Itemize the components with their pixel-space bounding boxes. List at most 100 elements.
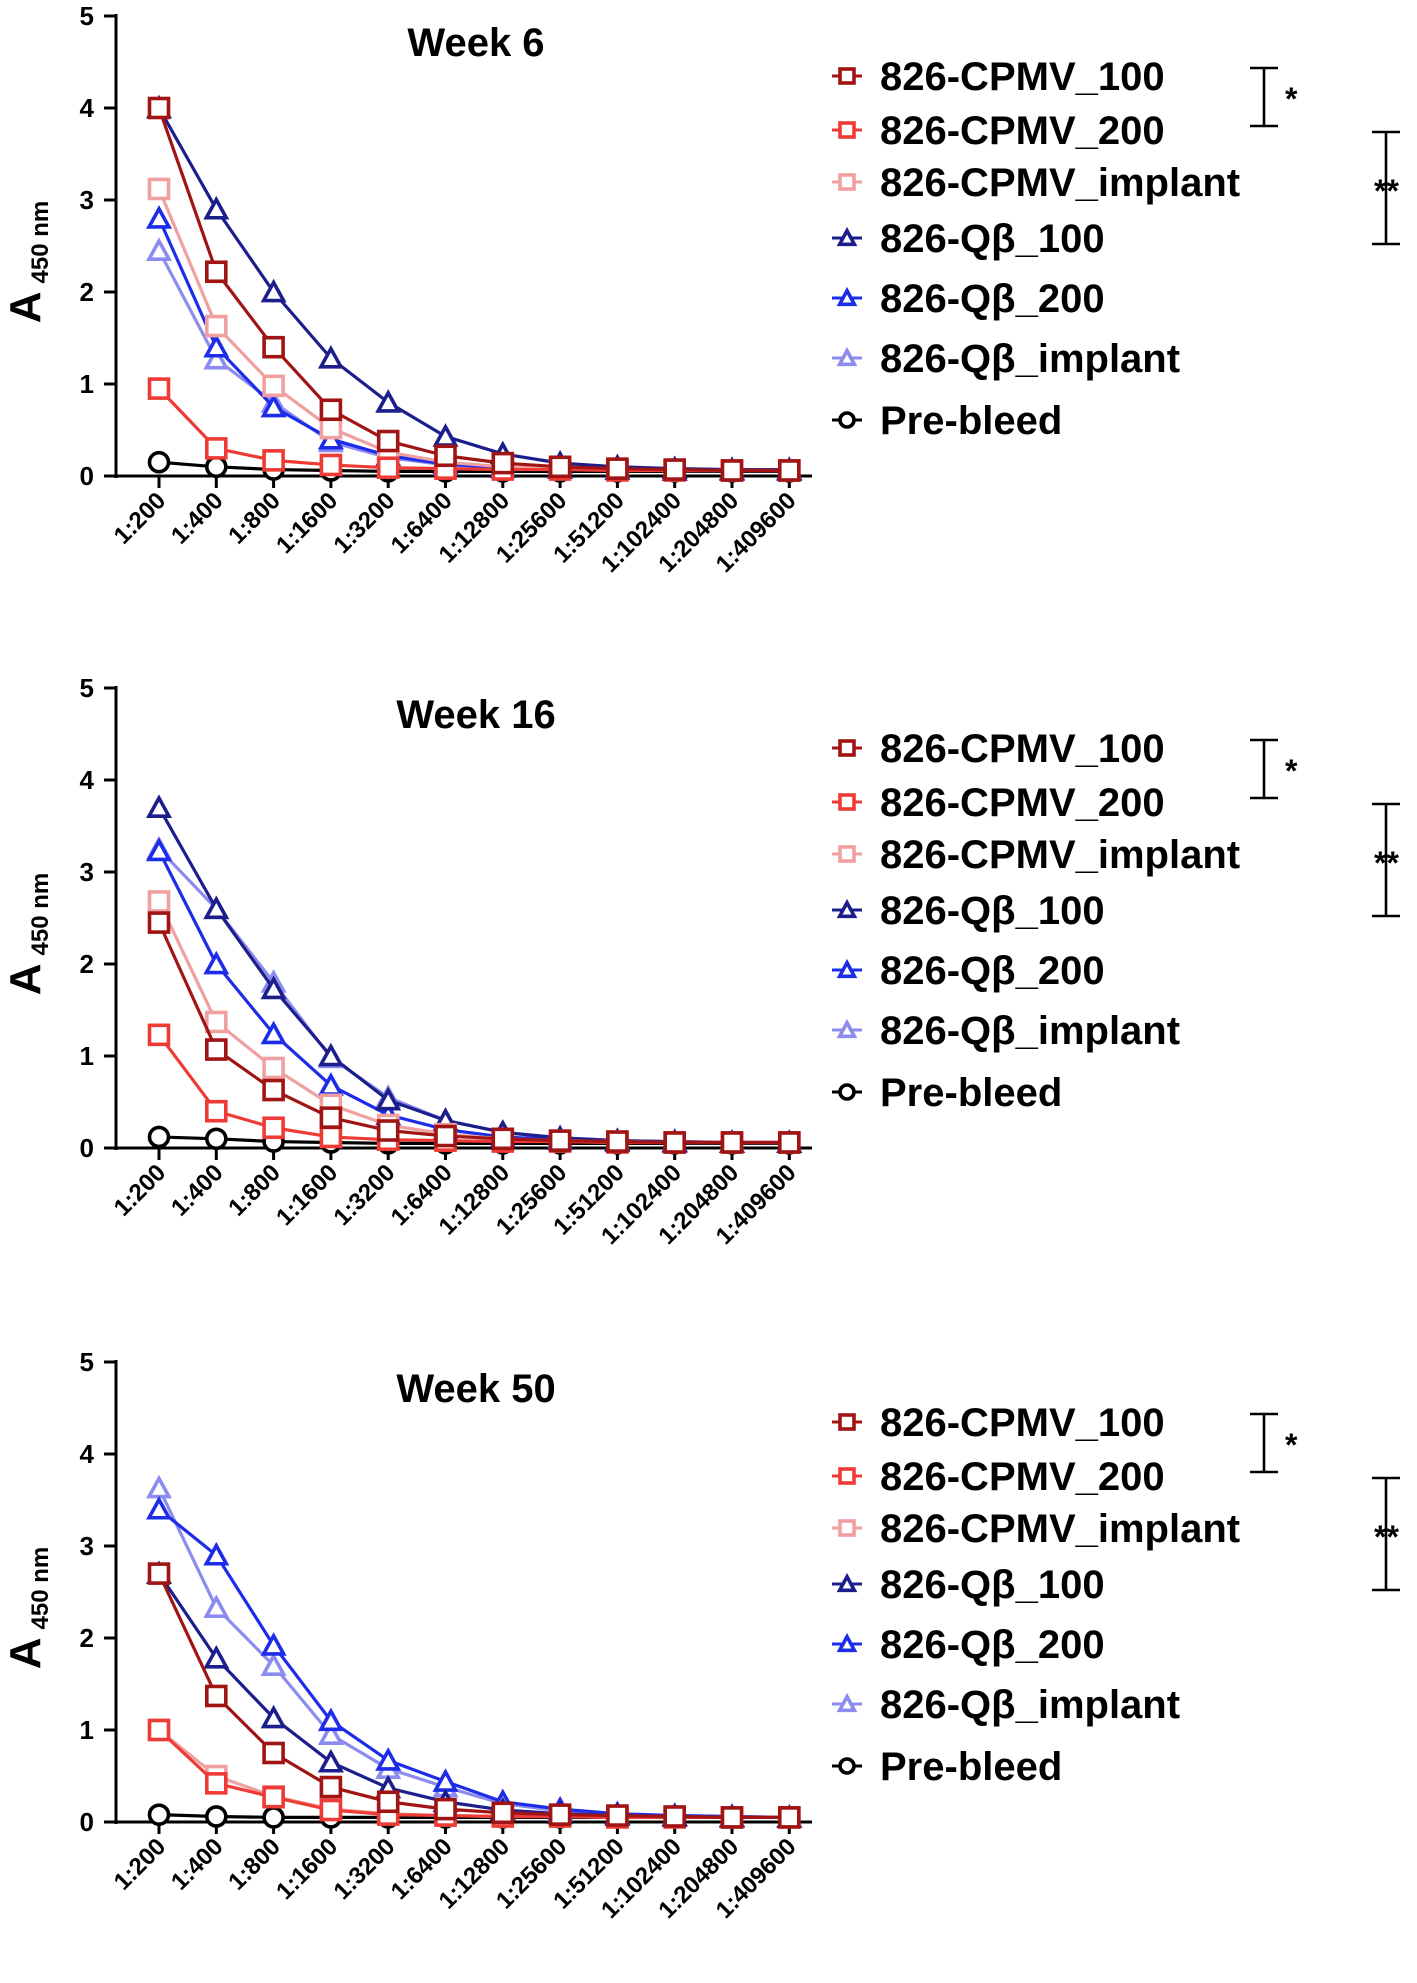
data-point	[203, 1594, 230, 1618]
legend-item-826-cpmv-100: 826-CPMV_100	[832, 727, 1165, 771]
series-line	[157, 900, 790, 1145]
series-826-qb-implant	[145, 1474, 803, 1828]
data-point	[205, 1772, 228, 1795]
series-line	[157, 806, 790, 1145]
y-axis-label-main: A	[1, 1637, 50, 1669]
legend-label: 826-CPMV_100	[880, 55, 1165, 99]
data-point	[260, 1020, 287, 1045]
x-tick-label: 1:3200	[329, 1159, 401, 1231]
data-point	[317, 1042, 344, 1067]
y-tick-label: 5	[80, 1347, 94, 1377]
data-point	[203, 195, 230, 220]
legend-marker	[836, 286, 858, 307]
data-point	[260, 1632, 287, 1656]
data-point	[606, 1130, 629, 1153]
y-tick-label: 5	[80, 673, 94, 703]
significance-label: *	[1285, 753, 1298, 789]
legend-item-826-qb-200: 826-Qβ_200	[832, 1623, 1105, 1667]
data-point	[376, 1790, 400, 1814]
data-point	[548, 1803, 572, 1826]
legend-label: 826-Qβ_100	[880, 889, 1105, 933]
y-tick-label: 2	[80, 1623, 94, 1653]
x-tick-label: 1:200	[109, 1159, 172, 1222]
y-tick-label: 4	[80, 93, 95, 123]
legend-marker	[836, 226, 858, 247]
y-axis-label-sub: 450 nm	[27, 201, 54, 284]
legend-marker	[838, 1757, 856, 1775]
legend-marker	[838, 1413, 856, 1431]
data-point	[376, 429, 400, 453]
x-tick-label: 1:1600	[271, 1833, 343, 1905]
data-point	[319, 398, 343, 422]
significance-label: *	[1285, 1427, 1298, 1463]
legend-label: 826-Qβ_200	[880, 277, 1105, 321]
legend-item-826-qb-200: 826-Qβ_200	[832, 277, 1105, 321]
x-tick-label: 1:1600	[271, 487, 343, 559]
legend-item-826-qb-implant: 826-Qβ_implant	[832, 1683, 1180, 1727]
data-point	[720, 1806, 744, 1829]
data-point	[434, 444, 457, 468]
data-point	[203, 1541, 230, 1566]
legend-item-826-qb-implant: 826-Qβ_implant	[832, 1009, 1180, 1053]
data-point	[606, 457, 629, 480]
legend-label: 826-CPMV_200	[880, 1455, 1165, 1499]
x-tick-label: 1:3200	[329, 487, 401, 559]
legend-label: Pre-bleed	[880, 1745, 1062, 1789]
data-point	[319, 1798, 343, 1822]
data-point	[262, 1056, 285, 1080]
data-point	[375, 1086, 402, 1111]
series-826-qb-100	[145, 794, 803, 1153]
legend-item-826-qb-100: 826-Qβ_100	[832, 1563, 1105, 1607]
legend-label: 826-Qβ_implant	[880, 337, 1180, 381]
significance-label: *	[1285, 81, 1298, 117]
data-point	[491, 451, 515, 475]
legend-marker	[838, 845, 856, 863]
data-point	[319, 1106, 343, 1129]
data-point	[548, 455, 572, 479]
data-point	[203, 895, 230, 920]
legend-item-826-cpmv-200: 826-CPMV_200	[832, 1455, 1165, 1499]
significance-bracket: *	[1250, 1412, 1298, 1474]
data-point	[203, 333, 230, 358]
significance-label: **	[1374, 845, 1399, 881]
significance-bracket: *	[1250, 738, 1298, 800]
data-point	[262, 1078, 285, 1102]
legend-label: Pre-bleed	[880, 399, 1062, 443]
data-point	[317, 344, 344, 369]
chart-title: Week 6	[407, 21, 544, 65]
series-line	[157, 107, 790, 473]
data-point	[319, 1775, 343, 1799]
legend-marker	[838, 121, 856, 139]
data-point	[205, 1099, 228, 1123]
data-point	[205, 1010, 228, 1034]
y-tick-label: 0	[80, 1133, 94, 1163]
y-tick-label: 0	[80, 1807, 94, 1837]
data-point	[376, 1119, 400, 1142]
data-point	[147, 177, 171, 201]
data-point	[205, 455, 228, 479]
data-point	[260, 1652, 287, 1676]
legend-marker	[836, 1692, 858, 1713]
y-tick-label: 2	[80, 949, 94, 979]
data-point	[145, 1474, 173, 1499]
y-tick-label: 1	[80, 369, 94, 399]
legend-label: 826-Qβ_200	[880, 1623, 1105, 1667]
legend-label: 826-CPMV_implant	[880, 1507, 1240, 1551]
data-point	[663, 458, 687, 481]
legend-marker	[838, 1083, 856, 1101]
legend-label: 826-CPMV_100	[880, 727, 1165, 771]
data-point	[203, 1644, 230, 1669]
y-axis-label-main: A	[1, 963, 50, 995]
data-point	[145, 1495, 173, 1520]
data-point	[147, 96, 171, 120]
data-point	[491, 1127, 515, 1151]
data-point	[147, 450, 171, 474]
legend-label: 826-Qβ_200	[880, 949, 1105, 993]
series-826-cpmv-100	[147, 96, 801, 482]
series-line	[157, 217, 790, 473]
legend-item-826-qb-100: 826-Qβ_100	[832, 889, 1105, 933]
y-axis-label-sub: 450 nm	[27, 873, 54, 956]
legend-item-826-qb-200: 826-Qβ_200	[832, 949, 1105, 993]
